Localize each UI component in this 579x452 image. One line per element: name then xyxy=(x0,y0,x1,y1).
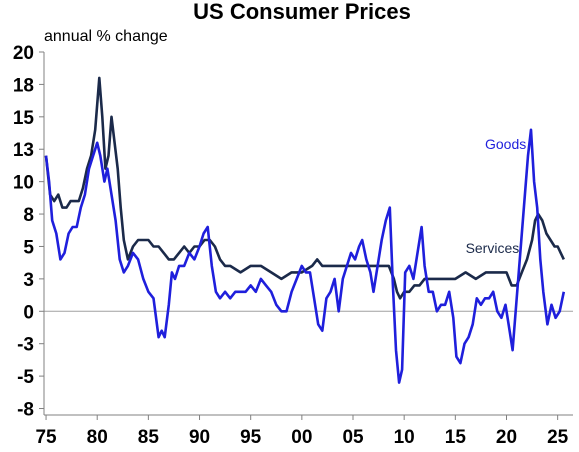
x-tick-label: 85 xyxy=(138,427,160,448)
y-tick-label: 15 xyxy=(13,108,35,129)
series-annotations: Goods Services xyxy=(466,136,527,256)
y-tick-label: 13 xyxy=(13,140,34,161)
x-tick-label: 25 xyxy=(547,427,569,448)
y-axis-unit-label: annual % change xyxy=(44,28,168,45)
x-tick-label: 10 xyxy=(394,427,415,448)
chart-title: US Consumer Prices xyxy=(193,0,411,24)
series-line-services xyxy=(44,76,565,300)
x-tick-label: 20 xyxy=(496,427,517,448)
x-tick-label: 90 xyxy=(189,427,210,448)
y-tick-label: 20 xyxy=(13,43,34,64)
y-tick-label: 5 xyxy=(23,237,34,258)
x-tick-label: 00 xyxy=(291,427,312,448)
series-line-goods xyxy=(44,128,566,384)
y-tick-label: -5 xyxy=(17,367,34,388)
x-tick-label: 80 xyxy=(87,427,108,448)
y-tick-label: 8 xyxy=(23,205,34,226)
y-tick-label: 10 xyxy=(13,173,34,194)
y-tick-label: 0 xyxy=(23,302,34,323)
x-axis-tick-labels: 75 80 85 90 95 00 05 10 15 20 25 xyxy=(35,415,569,448)
y-tick-label: -8 xyxy=(17,400,34,421)
x-tick-label: 75 xyxy=(35,427,57,448)
y-axis-tick-labels: 20 18 15 13 10 8 5 3 0 -3 -5 -8 xyxy=(13,43,44,421)
y-tick-label: -3 xyxy=(17,335,34,356)
x-tick-label: 05 xyxy=(342,427,364,448)
series-label-services: Services xyxy=(466,240,520,256)
x-tick-label: 95 xyxy=(240,427,262,448)
y-tick-label: 18 xyxy=(13,75,34,96)
y-tick-label: 3 xyxy=(23,270,34,291)
x-tick-label: 15 xyxy=(445,427,467,448)
series-label-goods: Goods xyxy=(485,136,526,152)
